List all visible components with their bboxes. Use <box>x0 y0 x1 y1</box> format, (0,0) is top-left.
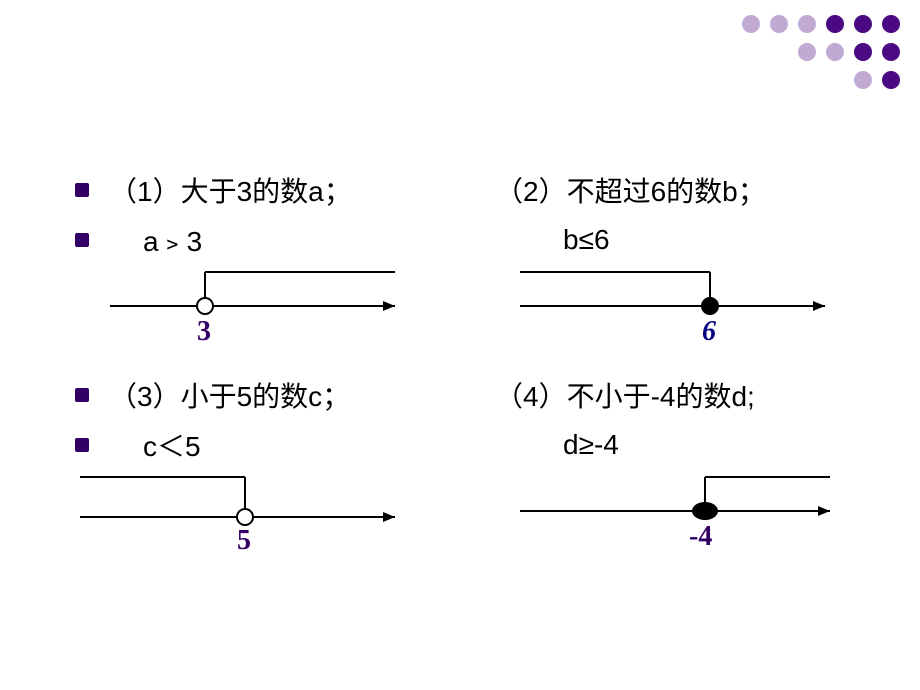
item2-label: 6 <box>702 316 716 348</box>
bullet <box>75 233 89 247</box>
item3-expr: c＜5 <box>143 425 201 465</box>
item3-label: 5 <box>237 525 251 557</box>
item1-diagram: 3 <box>75 260 475 350</box>
item3-title: （3）小于5的数c； <box>109 375 350 415</box>
item4-expr: d≥-4 <box>563 429 619 461</box>
item2-diagram: 6 <box>475 260 875 350</box>
item1-label: 3 <box>197 316 211 348</box>
item3-diagram: 5 <box>75 465 475 545</box>
bullet <box>75 388 89 402</box>
item4-label: -4 <box>689 521 712 553</box>
item4-diagram: -4 <box>475 465 875 545</box>
item4-title: （4）不小于-4的数d; <box>495 375 755 415</box>
bullet <box>75 438 89 452</box>
item1-expr: a﹥3 <box>143 220 202 260</box>
slide-content: （1）大于3的数a； （2）不超过6的数b； a﹥3 b≤6 3 <box>75 170 875 545</box>
item2-expr: b≤6 <box>563 224 610 256</box>
corner-decoration <box>742 15 900 89</box>
item2-title: （2）不超过6的数b； <box>495 170 766 210</box>
item1-title: （1）大于3的数a； <box>109 170 352 210</box>
bullet <box>75 183 89 197</box>
